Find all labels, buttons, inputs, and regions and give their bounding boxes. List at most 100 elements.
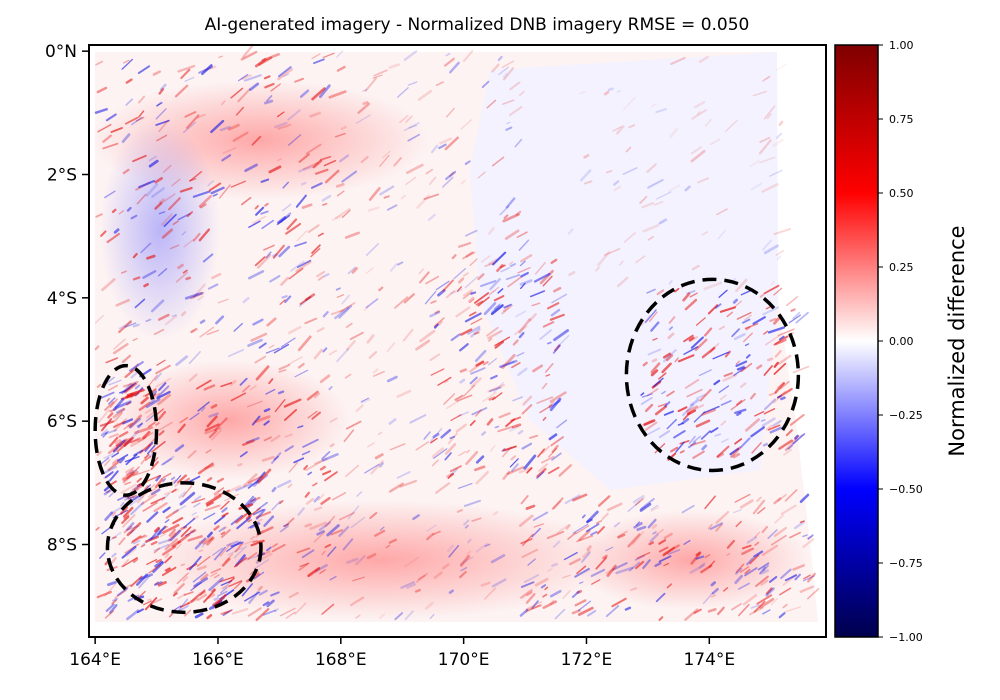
texture-streak: [127, 494, 138, 500]
texture-streak: [653, 200, 664, 206]
texture-streak: [532, 511, 549, 522]
texture-streak: [649, 533, 659, 543]
texture-streak: [464, 229, 478, 237]
texture-streak: [605, 546, 614, 552]
texture-streak: [339, 154, 350, 163]
texture-streak: [732, 298, 739, 304]
texture-streak: [794, 434, 803, 439]
texture-streak: [199, 326, 215, 338]
texture-streak: [109, 604, 118, 614]
texture-streak: [192, 571, 207, 583]
texture-streak: [135, 116, 145, 122]
texture-streak: [154, 202, 163, 210]
texture-streak: [311, 244, 321, 254]
texture-streak: [219, 586, 228, 594]
texture-streak: [429, 613, 435, 620]
texture-streak: [388, 63, 400, 69]
texture-streak: [133, 483, 141, 491]
texture-streak: [230, 87, 244, 99]
texture-streak: [602, 554, 608, 560]
texture-streak: [145, 398, 161, 409]
texture-streak: [266, 95, 273, 102]
texture-streak: [639, 195, 648, 205]
texture-streak: [220, 382, 233, 388]
texture-streak: [692, 450, 705, 460]
texture-streak: [568, 271, 576, 277]
texture-streak: [128, 361, 144, 372]
texture-streak: [309, 521, 327, 531]
texture-streak: [182, 576, 189, 582]
texture-streak: [178, 491, 187, 499]
texture-streak: [198, 195, 212, 208]
texture-streak: [399, 114, 409, 124]
texture-streak: [341, 170, 358, 183]
texture-streak: [806, 535, 813, 540]
texture-streak: [190, 329, 195, 333]
texture-streak: [165, 567, 171, 572]
texture-streak: [761, 544, 778, 556]
texture-streak: [242, 439, 255, 446]
texture-streak: [129, 495, 145, 507]
texture-streak: [757, 507, 766, 515]
texture-streak: [544, 586, 549, 591]
texture-streak: [628, 561, 641, 572]
texture-streak: [520, 495, 529, 505]
texture-streak: [715, 523, 723, 532]
colorbar-tick-label: 0.25: [889, 261, 914, 274]
texture-streak: [314, 168, 329, 175]
texture-streak: [268, 378, 274, 385]
texture-streak: [590, 531, 598, 536]
texture-streak: [105, 357, 119, 364]
texture-streak: [703, 405, 720, 414]
texture-streak: [124, 369, 134, 379]
texture-streak: [497, 288, 504, 294]
texture-streak: [102, 134, 113, 143]
texture-streak: [94, 314, 104, 324]
texture-streak: [248, 270, 265, 280]
texture-streak: [161, 566, 177, 577]
texture-streak: [288, 356, 303, 365]
texture-streak: [505, 126, 513, 131]
texture-streak: [547, 466, 560, 475]
texture-streak: [579, 581, 584, 584]
texture-streak: [635, 521, 640, 526]
texture-streak: [577, 606, 594, 616]
texture-streak: [321, 451, 331, 460]
texture-streak: [502, 445, 517, 452]
texture-streak: [364, 77, 378, 92]
texture-streak: [689, 564, 705, 574]
texture-streak: [766, 113, 772, 120]
texture-streak: [438, 143, 447, 150]
texture-streak: [342, 538, 354, 551]
texture-streak: [108, 384, 119, 391]
texture-streak: [106, 232, 121, 244]
texture-streak: [160, 533, 166, 538]
texture-streak: [539, 329, 552, 341]
texture-streak: [661, 362, 672, 374]
texture-streak: [740, 289, 752, 296]
texture-streak: [110, 127, 123, 133]
texture-streak: [169, 244, 180, 250]
texture-streak: [462, 251, 476, 260]
texture-streak: [721, 438, 729, 443]
texture-streak: [780, 568, 792, 580]
texture-streak: [538, 463, 549, 472]
texture-streak: [321, 550, 326, 556]
texture-streak: [136, 477, 142, 483]
texture-streak: [475, 360, 485, 367]
texture-streak: [437, 289, 446, 297]
texture-streak: [675, 441, 685, 453]
texture-streak: [400, 581, 415, 589]
texture-streak: [249, 385, 257, 391]
texture-streak: [184, 609, 192, 617]
texture-streak: [501, 304, 513, 315]
texture-streak: [193, 283, 206, 298]
colorbar-tick-label: 0.75: [889, 113, 914, 126]
texture-streak: [442, 279, 454, 292]
texture-streak: [547, 341, 552, 345]
texture-streak: [134, 426, 153, 435]
texture-streak: [273, 455, 279, 461]
texture-streak: [762, 75, 771, 82]
texture-streak: [435, 81, 444, 86]
texture-streak: [536, 471, 545, 480]
